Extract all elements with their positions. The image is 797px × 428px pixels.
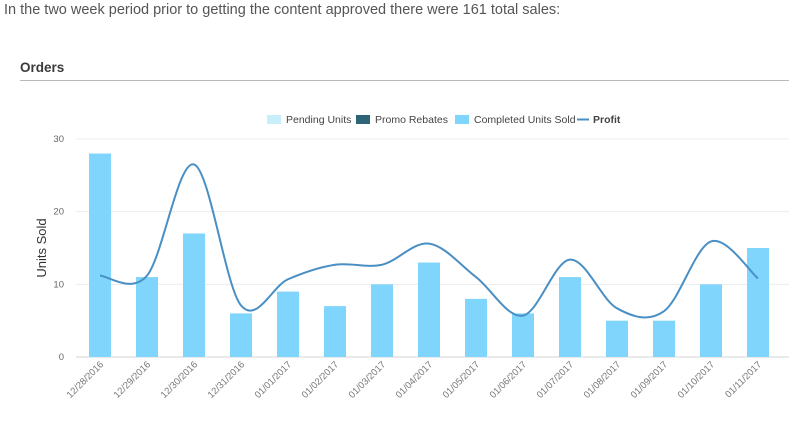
bar-completed-units-sold[interactable] xyxy=(700,284,722,357)
x-tick-label: 01/03/2017 xyxy=(347,359,388,400)
y-tick-label: 20 xyxy=(53,207,64,218)
x-tick-label: 01/07/2017 xyxy=(535,359,576,400)
x-tick-label: 12/31/2016 xyxy=(206,359,247,400)
bar-completed-units-sold[interactable] xyxy=(512,313,534,357)
bar-completed-units-sold[interactable] xyxy=(230,313,252,357)
bar-completed-units-sold[interactable] xyxy=(371,284,393,357)
bar-completed-units-sold[interactable] xyxy=(136,277,158,357)
x-tick-label: 01/01/2017 xyxy=(253,359,294,400)
x-tick-label: 01/05/2017 xyxy=(441,359,482,400)
y-tick-label: 10 xyxy=(53,279,64,290)
y-axis-label: Units Sold xyxy=(34,218,49,277)
legend-label-profit[interactable]: Profit xyxy=(593,114,621,126)
x-tick-label: 01/11/2017 xyxy=(723,359,764,400)
bar-completed-units-sold[interactable] xyxy=(183,233,205,357)
bar-completed-units-sold[interactable] xyxy=(324,306,346,357)
bar-completed-units-sold[interactable] xyxy=(277,291,299,357)
section-title: Orders xyxy=(20,60,65,75)
x-tick-label: 01/08/2017 xyxy=(582,359,623,400)
legend-swatch-completed-units-sold[interactable] xyxy=(455,115,469,124)
x-tick-label: 12/29/2016 xyxy=(112,359,153,400)
x-tick-label: 12/28/2016 xyxy=(65,359,106,400)
y-tick-label: 0 xyxy=(59,352,64,363)
x-tick-label: 01/09/2017 xyxy=(629,359,670,400)
legend-swatch-promo-rebates[interactable] xyxy=(356,115,370,124)
x-tick-label: 01/10/2017 xyxy=(676,359,717,400)
x-tick-label: 01/02/2017 xyxy=(300,359,341,400)
legend-label-completed-units-sold[interactable]: Completed Units Sold xyxy=(474,114,576,126)
x-tick-label: 01/06/2017 xyxy=(488,359,529,400)
section-divider xyxy=(20,80,789,81)
bar-completed-units-sold[interactable] xyxy=(89,153,111,357)
bar-completed-units-sold[interactable] xyxy=(418,262,440,357)
legend-swatch-pending-units[interactable] xyxy=(267,115,281,124)
bar-completed-units-sold[interactable] xyxy=(559,277,581,357)
line-profit[interactable] xyxy=(99,163,759,319)
x-tick-label: 01/04/2017 xyxy=(394,359,435,400)
bar-completed-units-sold[interactable] xyxy=(747,248,769,357)
bar-completed-units-sold[interactable] xyxy=(653,320,675,357)
x-tick-label: 12/30/2016 xyxy=(159,359,200,400)
bar-completed-units-sold[interactable] xyxy=(606,320,628,357)
y-tick-label: 30 xyxy=(53,134,64,145)
intro-text: In the two week period prior to getting … xyxy=(4,2,561,18)
legend-label-pending-units[interactable]: Pending Units xyxy=(286,114,351,126)
legend-label-promo-rebates[interactable]: Promo Rebates xyxy=(375,114,448,126)
bar-completed-units-sold[interactable] xyxy=(465,298,487,357)
